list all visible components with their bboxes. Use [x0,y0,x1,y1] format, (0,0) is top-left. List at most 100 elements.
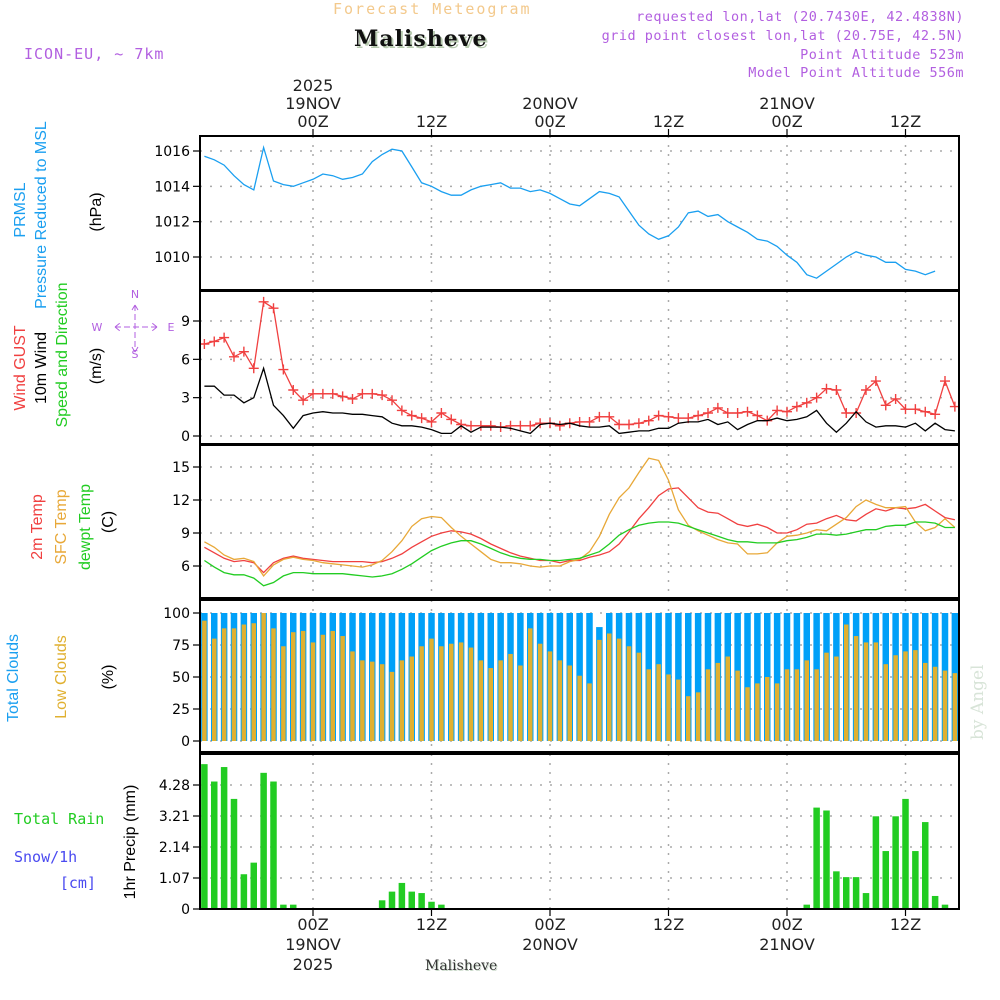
gust-marker [782,406,792,417]
time-label: 21NOV [759,94,815,113]
precip-bar [418,893,425,909]
gust-marker [317,388,328,399]
time-label: 00Z [297,112,328,131]
low-cloud-bar [646,669,651,741]
low-cloud-bar [725,656,730,741]
time-label: 19NOV [285,935,341,954]
gust-marker [436,408,447,418]
low-cloud-bar [379,664,385,741]
gust-marker [614,419,625,430]
gust-marker [426,416,437,427]
ytick-label: 0 [181,734,190,750]
time-label: 00Z [771,112,802,131]
time-label: 12Z [653,915,684,934]
precip-bar [912,851,919,909]
low-cloud-bar [794,669,800,741]
gust-marker [219,332,230,343]
low-cloud-bar [330,630,335,741]
gust-marker [357,388,368,399]
panel-precip: 0 1.07 2.14 3.21 4.28 [159,753,960,918]
gust-marker [930,409,941,420]
gust-marker [633,418,644,429]
gust-marker [406,410,417,421]
panel-frame [199,599,960,753]
low-cloud-bar [547,651,553,741]
low-cloud-bar [745,687,750,741]
low-cloud-bar [656,664,661,741]
temp-2m-label: 2m Temp [29,494,46,560]
low-cloud-bar [231,628,237,741]
pressure-unit-label: (hPa) [88,192,105,231]
precip-bar [843,877,850,909]
low-cloud-bar [903,651,908,741]
precip-legend-rain: Total Rain [14,810,104,828]
low-cloud-bar [597,639,602,741]
low-cloud-bar [873,642,879,741]
low-cloud-bar [735,670,740,741]
precip-bar [280,904,287,909]
low-cloud-bar [557,660,563,741]
low-cloud-bar [291,632,296,741]
precip-bar [872,816,880,909]
low-cloud-bar [587,683,592,741]
gust-marker [525,420,536,431]
low-clouds-label: Low Clouds [53,635,70,719]
ytick-label: 100 [163,606,190,622]
low-cloud-bar [784,669,790,741]
point-altitude: Point Altitude 523m [800,47,964,63]
total-cloud-bar [586,613,593,741]
gust-marker [801,397,812,408]
pressure-label-prmsl: PRMSL [12,182,29,237]
gust-marker [475,420,486,431]
low-cloud-bar [844,624,849,741]
gust-marker [456,419,467,430]
panel-side-labels: PRMSL Pressure Reduced to MSL (hPa) Wind GU… [5,121,175,899]
time-label: 2025 [293,955,334,974]
low-cloud-bar [824,652,829,741]
model-point-altitude: Model Point Altitude 556m [748,65,964,81]
panels: 1010 1012 1014 1016 0 3 6 9 6 9 12 15 0 25 50 75 100 0 1.0… [154,135,960,918]
gust-marker [841,408,852,418]
low-cloud-bar [350,651,355,741]
low-cloud-bar [577,675,582,741]
series-line-dewpt-temp [204,521,955,587]
low-cloud-bar [814,669,819,741]
low-cloud-bar [281,646,286,741]
time-label: 12Z [653,112,684,131]
low-cloud-bar [241,624,247,741]
gust-marker [900,404,911,415]
precip-bar [240,874,248,909]
ytick-label: 1014 [154,179,190,195]
precip-legend-snow: Snow/1h [14,848,77,866]
gust-marker [200,339,210,349]
panel-temperature: 6 9 12 15 [172,444,960,599]
gust-marker [831,385,842,395]
gust-marker [742,406,753,417]
gust-marker [870,376,881,387]
gust-marker [821,383,832,394]
panel-clouds: 0 25 50 75 100 [163,599,960,753]
gust-marker [298,395,309,406]
gust-marker [288,385,299,395]
time-label: 00Z [534,112,565,131]
location-title: Malisheve [354,26,488,52]
gust-marker [920,406,931,417]
precip-bar [941,904,949,909]
precip-bar [211,781,218,909]
gust-marker [238,346,249,357]
precip-bar [892,816,899,909]
requested-coords: requested lon,lat (20.7430E, 42.4838N) [636,9,964,25]
gust-marker [515,420,526,431]
low-cloud-bar [567,665,572,741]
ytick-label: 0 [181,429,190,445]
temp-unit-label: (C) [100,511,117,533]
gust-marker [604,411,615,422]
ytick-label: 2.14 [159,840,190,856]
gust-marker [673,413,684,424]
temp-dewpt-label: dewpt Temp [77,484,94,570]
gust-marker [485,420,496,431]
gust-marker [584,416,595,427]
time-label: 20NOV [522,94,578,113]
